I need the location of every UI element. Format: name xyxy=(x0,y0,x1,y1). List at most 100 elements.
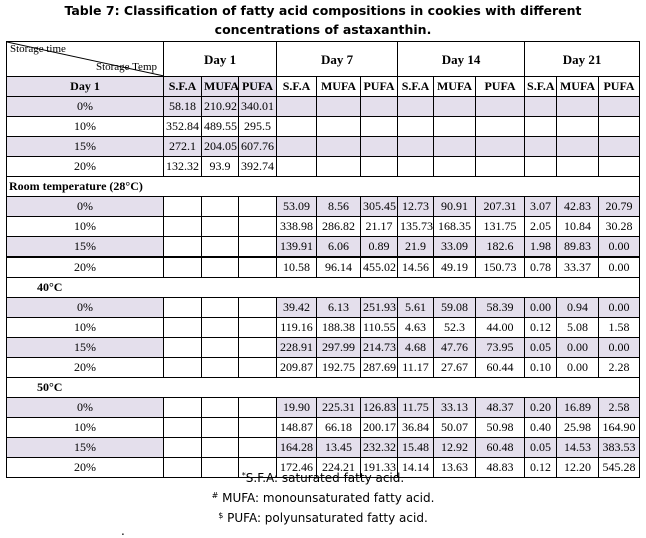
value-cell: 5.08 xyxy=(556,317,600,338)
empty-cell xyxy=(201,317,239,338)
value-cell: 287.69 xyxy=(360,357,399,378)
empty-cell xyxy=(360,156,399,177)
group-header-row: 40°C xyxy=(5,277,641,298)
value-cell: 6.06 xyxy=(316,236,362,258)
empty-cell xyxy=(524,116,558,137)
value-cell: 192.75 xyxy=(316,357,362,378)
value-cell: 14.53 xyxy=(556,437,600,458)
concentration-cell: 20% xyxy=(6,156,164,177)
value-cell: 172.46 xyxy=(276,457,318,478)
footnote: $ PUFA: polyunsaturated fatty acid. xyxy=(0,510,646,526)
value-cell: 0.20 xyxy=(524,397,558,418)
value-cell: 383.53 xyxy=(598,437,641,458)
value-cell: 188.38 xyxy=(316,317,362,338)
value-cell: 225.31 xyxy=(316,397,362,418)
table-row: 15% 139.91 6.06 0.89 21.9 33.09 182.6 1.98 89.83… xyxy=(6,236,641,258)
empty-cell xyxy=(276,136,318,157)
empty-cell xyxy=(276,116,318,137)
concentration-cell: 15% xyxy=(6,136,164,157)
value-cell: 297.99 xyxy=(316,337,362,358)
value-cell: 13.45 xyxy=(316,437,362,458)
value-cell: 272.1 xyxy=(163,136,202,157)
subheader-mufa: MUFA xyxy=(201,76,239,97)
value-cell: 1.98 xyxy=(524,236,558,258)
fatty-acid-table: Storage time Storage Temp Day 1 Day 7 Da… xyxy=(5,41,641,478)
empty-cell xyxy=(397,156,435,177)
concentration-cell: 10% xyxy=(6,116,164,137)
empty-cell xyxy=(556,136,600,157)
empty-cell xyxy=(237,317,278,338)
empty-cell xyxy=(163,216,202,237)
footnote-text: S.F.A: saturated fatty acid. xyxy=(245,471,405,485)
value-cell: 0.12 xyxy=(524,457,558,478)
value-cell: 30.28 xyxy=(598,216,641,237)
empty-cell xyxy=(201,216,239,237)
value-cell: 14.56 xyxy=(397,256,435,278)
empty-cell xyxy=(237,337,278,358)
empty-cell xyxy=(598,96,641,117)
diagonal-divider xyxy=(7,42,163,76)
value-cell: 286.82 xyxy=(316,216,362,237)
empty-cell xyxy=(163,357,202,378)
concentration-cell: 15% xyxy=(6,437,164,458)
table-row: 10% 338.98 286.82 21.17 135.73 168.35 131.75 2.… xyxy=(6,216,641,237)
empty-cell xyxy=(201,337,239,358)
value-cell: 50.07 xyxy=(433,417,477,438)
value-cell: 13.63 xyxy=(433,457,477,478)
value-cell: 148.87 xyxy=(276,417,318,438)
value-cell: 53.09 xyxy=(276,196,318,217)
empty-cell xyxy=(237,357,278,378)
value-cell: 0.00 xyxy=(598,256,641,278)
empty-cell xyxy=(201,437,239,458)
value-cell: 48.37 xyxy=(475,397,526,418)
footnote-mark: * xyxy=(241,471,246,480)
empty-cell xyxy=(316,116,362,137)
value-cell: 305.45 xyxy=(360,196,399,217)
value-cell: 204.05 xyxy=(201,136,239,157)
value-cell: 0.05 xyxy=(524,337,558,358)
empty-cell xyxy=(237,457,278,478)
value-cell: 132.32 xyxy=(163,156,202,177)
value-cell: 21.17 xyxy=(360,216,399,237)
value-cell: 0.94 xyxy=(556,297,600,318)
value-cell: 164.28 xyxy=(276,437,318,458)
empty-cell xyxy=(163,196,202,217)
group-header-row: Room temperature (28°C) xyxy=(5,176,641,197)
value-cell: 11.17 xyxy=(397,357,435,378)
concentration-cell: 10% xyxy=(6,417,164,438)
group-header-row: Day 1 S.F.A MUFA PUFA S.F.A MUFA PUFA S.F.A MUFA… xyxy=(6,76,641,97)
empty-cell xyxy=(556,156,600,177)
value-cell: 139.91 xyxy=(276,236,318,258)
table-title: Table 7: Classification of fatty acid co… xyxy=(0,1,646,39)
empty-cell xyxy=(433,116,477,137)
empty-cell xyxy=(316,96,362,117)
empty-cell xyxy=(433,136,477,157)
empty-cell xyxy=(524,96,558,117)
subheader-mufa: MUFA xyxy=(316,76,362,97)
value-cell: 15.48 xyxy=(397,437,435,458)
empty-cell xyxy=(360,116,399,137)
title-line-1: Table 7: Classification of fatty acid co… xyxy=(64,3,582,18)
value-cell: 0.40 xyxy=(524,417,558,438)
value-cell: 0.00 xyxy=(524,297,558,318)
value-cell: 168.35 xyxy=(433,216,477,237)
value-cell: 135.73 xyxy=(397,216,435,237)
empty-cell xyxy=(201,417,239,438)
day-1-header: Day 1 xyxy=(162,41,278,77)
trailing-mark: . xyxy=(121,524,125,538)
concentration-cell: 10% xyxy=(6,216,164,237)
concentration-cell: 10% xyxy=(6,317,164,338)
value-cell: 0.78 xyxy=(524,256,558,278)
day-header-row: Storage time Storage Temp Day 1 Day 7 Da… xyxy=(6,41,641,77)
value-cell: 60.48 xyxy=(475,437,526,458)
value-cell: 58.39 xyxy=(475,297,526,318)
empty-cell xyxy=(475,96,526,117)
concentration-cell: 0% xyxy=(6,196,164,217)
empty-cell xyxy=(598,136,641,157)
value-cell: 392.74 xyxy=(237,156,278,177)
empty-cell xyxy=(201,236,239,258)
value-cell: 93.9 xyxy=(201,156,239,177)
concentration-cell: 15% xyxy=(6,337,164,358)
day-14-header: Day 14 xyxy=(397,41,526,77)
value-cell: 352.84 xyxy=(163,116,202,137)
